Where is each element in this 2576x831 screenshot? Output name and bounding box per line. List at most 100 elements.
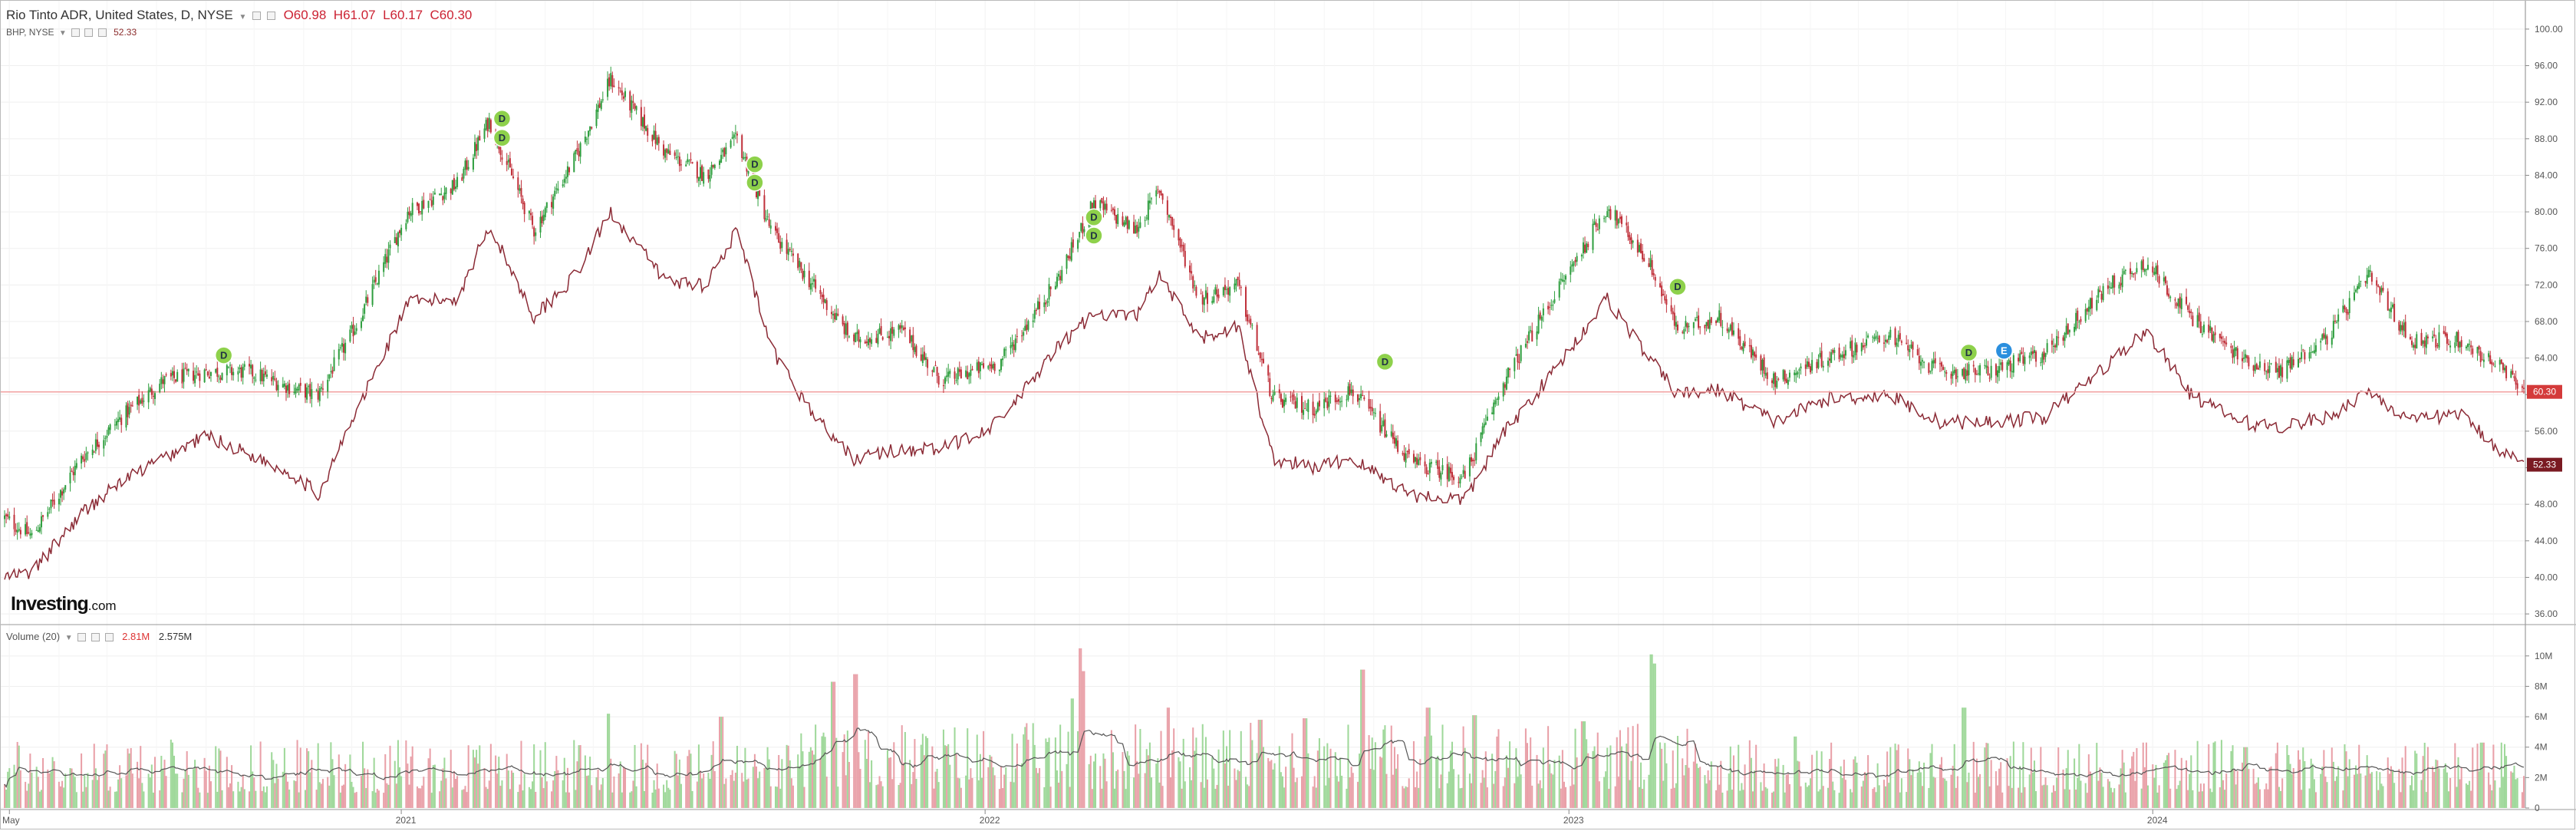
candle-body	[2314, 345, 2317, 352]
candle-body	[904, 327, 906, 330]
volume-bar	[967, 728, 969, 808]
volume-bar	[1515, 748, 1517, 808]
main-legend: Rio Tinto ADR, United States, D, NYSE ▼ …	[6, 8, 472, 23]
candle-body	[2120, 282, 2122, 285]
volume-bar	[1550, 773, 1553, 808]
candle-body	[1336, 400, 1338, 402]
volume-bar	[2078, 744, 2080, 808]
volume-bar	[215, 746, 217, 808]
candle-body	[2214, 332, 2216, 335]
volume-bar	[864, 740, 866, 808]
candle-body	[631, 100, 633, 114]
compare-settings-icon[interactable]	[84, 28, 94, 38]
volume-bar	[1872, 789, 1874, 808]
volume-bar	[2270, 766, 2272, 808]
volume-bar	[1955, 787, 1957, 808]
volume-bar	[1273, 763, 1276, 808]
volume-bar	[2334, 780, 2336, 808]
volume-settings-icon[interactable]	[91, 633, 100, 642]
volume-dropdown-icon[interactable]: ▼	[64, 634, 73, 642]
volume-bar	[1486, 787, 1488, 808]
volume-bar	[2196, 740, 2199, 808]
candle-body	[423, 200, 425, 209]
volume-bar	[1988, 786, 1991, 808]
candle-body	[819, 289, 822, 294]
volume-bar	[2062, 769, 2064, 808]
candle-body	[272, 375, 275, 380]
candle-body	[159, 384, 161, 393]
candle-body	[1827, 361, 1829, 366]
candle-body	[1515, 354, 1517, 356]
volume-bar	[703, 773, 705, 808]
volume-bar	[1830, 742, 1833, 808]
volume-bar	[674, 750, 676, 808]
candle-body	[2131, 272, 2133, 275]
volume-bar	[119, 765, 121, 808]
candle-body	[768, 219, 770, 226]
volume-bar	[719, 717, 721, 808]
candle-body	[1145, 217, 1148, 219]
logo-brand: Investing	[11, 593, 89, 615]
volume-bar	[1033, 744, 1036, 808]
candle-body	[1318, 401, 1320, 407]
volume-bar	[1235, 780, 1237, 808]
candle-body	[2112, 275, 2114, 289]
volume-bar	[2472, 747, 2474, 808]
volume-bar	[61, 780, 64, 808]
volume-bar	[2232, 745, 2234, 808]
volume-bar	[1800, 786, 1802, 808]
volume-bar	[2022, 742, 2024, 808]
candle-body	[2046, 343, 2048, 353]
volume-bar	[510, 770, 512, 808]
compare-hide-icon[interactable]	[71, 28, 81, 38]
candle-body	[1440, 473, 1442, 480]
candle-body	[815, 279, 817, 289]
volume-bar	[1695, 763, 1698, 808]
candle-body	[835, 312, 838, 321]
volume-bar	[725, 778, 727, 808]
volume-bar	[1560, 788, 1562, 808]
volume-bar	[131, 773, 133, 808]
volume-bar	[786, 744, 788, 808]
volume-bar	[989, 754, 991, 808]
candle-body	[512, 176, 515, 179]
candle-body	[778, 232, 780, 243]
volume-bar	[545, 781, 548, 808]
volume-bar	[1883, 780, 1885, 808]
volume-bar	[629, 792, 631, 808]
candle-body	[467, 167, 469, 170]
price-tick-label: 64.00	[2535, 353, 2558, 364]
candle-body	[506, 160, 508, 165]
volume-bar	[1049, 786, 1052, 808]
compare-close-icon[interactable]	[97, 28, 107, 38]
volume-bar	[82, 791, 84, 808]
volume-tick-label: 10M	[2535, 651, 2552, 661]
volume-bar	[343, 784, 345, 808]
candle-body	[946, 375, 948, 378]
volume-bar	[1598, 781, 1600, 808]
legend-close-icon[interactable]	[266, 12, 275, 21]
volume-bar	[1652, 663, 1655, 808]
candle-body	[1923, 361, 1925, 363]
candle-body	[72, 472, 74, 476]
volume-bar	[1900, 778, 1902, 808]
volume-close-icon[interactable]	[104, 633, 114, 642]
compare-dropdown-icon[interactable]: ▼	[58, 29, 67, 38]
legend-dropdown-icon[interactable]: ▼	[239, 13, 247, 21]
volume-bar	[1181, 788, 1183, 808]
candle-body	[1092, 200, 1095, 213]
volume-hide-icon[interactable]	[77, 633, 87, 642]
candle-body	[875, 338, 878, 343]
legend-settings-icon[interactable]	[252, 12, 262, 21]
volume-bar	[645, 763, 647, 808]
volume-bar	[163, 760, 166, 808]
candle-body	[1189, 265, 1191, 273]
volume-bar	[1909, 759, 1911, 808]
volume-bar	[327, 777, 329, 808]
volume-bar	[2265, 783, 2268, 808]
price-tick-label: 72.00	[2535, 279, 2558, 290]
candle-body	[216, 368, 219, 377]
volume-bar	[1173, 728, 1175, 808]
candle-body	[1751, 349, 1754, 356]
candle-body	[1972, 364, 1975, 367]
